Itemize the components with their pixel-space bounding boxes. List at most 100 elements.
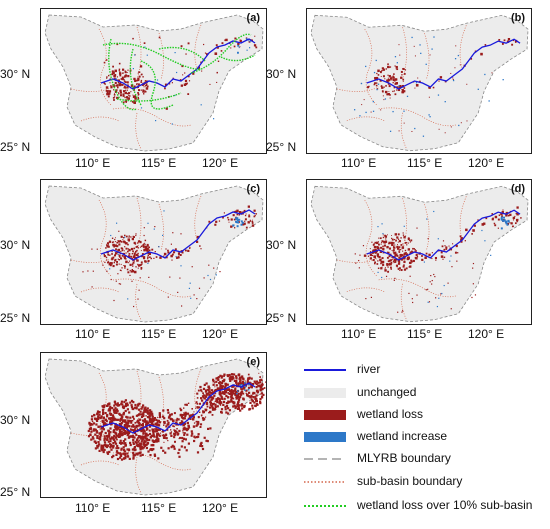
loss-east-dot-230	[242, 378, 245, 381]
loss-dot-175	[393, 251, 396, 255]
loss-river-dot-1	[366, 86, 370, 89]
loss-dot-3	[137, 72, 139, 74]
loss-dot-2	[381, 86, 384, 89]
inc-scatter-dot-8	[381, 276, 383, 279]
loss-river-dot-213	[196, 406, 199, 409]
loss-east-dot-167	[218, 398, 221, 401]
loss-dot-125	[113, 94, 116, 96]
loss-dot-148	[137, 92, 139, 94]
loss-east-dot-239	[205, 402, 209, 405]
loss-dot-149	[127, 419, 130, 422]
loss-river-dot-47	[443, 256, 446, 259]
loss-dot-160	[114, 77, 116, 80]
inc-scatter-dot-4	[163, 210, 165, 212]
loss-east-dot-110	[201, 399, 204, 402]
loss-east-dot-120	[251, 383, 254, 386]
loss-scatter-dot-29	[430, 274, 432, 277]
loss-scatter-dot-15	[91, 248, 93, 250]
loss-dot-144	[132, 451, 135, 454]
loss-dot-37	[394, 256, 396, 258]
loss-river-dot-363	[124, 442, 127, 445]
inc-scatter-dot-7	[134, 54, 136, 56]
loss-river-dot-0	[405, 253, 408, 256]
loss-mid-dot-58	[180, 409, 183, 412]
loss-dot-4	[108, 74, 110, 77]
loss-river-dot-215	[176, 428, 178, 430]
loss-dot-29	[393, 251, 395, 253]
loss-river-dot-24	[398, 256, 401, 259]
inc-scatter-dot-2	[200, 104, 202, 106]
loss-river-dot-227	[196, 403, 199, 405]
loss-river-dot-52	[174, 248, 177, 251]
loss-river-dot-5	[244, 214, 247, 217]
loss-dot-142	[98, 411, 101, 414]
loss-dot-27	[373, 83, 376, 86]
loss-dot-485	[106, 438, 109, 441]
x-tick-110-e: 110° E	[75, 501, 111, 515]
loss-east-dot-130	[232, 405, 235, 408]
loss-river-dot-218	[205, 408, 207, 411]
loss-river-dot-4	[393, 258, 397, 262]
loss-dot-351	[108, 450, 111, 453]
loss-east-dot-177	[235, 397, 238, 400]
loss-dot-161	[146, 409, 149, 413]
loss-river-dot-9	[227, 216, 229, 219]
loss-scatter-dot-22	[359, 254, 361, 256]
loss-mid-dot-0	[168, 415, 171, 418]
loss-east-dot-0	[243, 404, 246, 407]
loss-east-dot-12	[512, 219, 514, 221]
loss-mid-dot-89	[153, 440, 156, 443]
loss-mid-dot-136	[158, 412, 161, 415]
loss-east-dot-196	[221, 387, 224, 390]
loss-river-dot-56	[126, 87, 129, 89]
loss-east-dot-220	[205, 382, 208, 385]
inc-scatter-dot-5	[132, 68, 134, 70]
loss-dot-392	[108, 432, 111, 435]
inc-dot-13	[505, 222, 508, 225]
sub-basin-line-3	[378, 278, 457, 298]
loss-river-dot-15	[405, 257, 407, 259]
loss-dot-44	[139, 410, 142, 413]
loss-dot-81	[120, 235, 123, 238]
legend-label-mlyrb-boundary: MLYRB boundary	[357, 451, 451, 465]
loss-river-dot-377	[225, 394, 228, 397]
loss-scatter-dot-20	[431, 283, 433, 285]
loss-dot-396	[97, 425, 100, 428]
loss-east-dot-14	[204, 390, 208, 393]
loss-dot-214	[382, 234, 384, 236]
loss-east-dot-235	[210, 392, 213, 395]
inc-dot-7	[235, 220, 237, 223]
loss-east-dot-95	[218, 387, 221, 390]
loss-scatter-dot-42	[393, 238, 396, 241]
loss-dot-176	[113, 408, 116, 411]
loss-scatter-dot-10	[118, 283, 120, 285]
sub-basin-line-4	[424, 204, 430, 251]
loss-dot-260	[140, 437, 143, 440]
loss-dot-1	[402, 80, 404, 82]
loss-river-dot-15	[113, 85, 116, 88]
loss-river-dot-36	[188, 80, 191, 82]
loss-scatter-dot-15	[434, 275, 436, 278]
loss-mid-dot-52	[148, 420, 151, 423]
loss-dot-145	[131, 269, 133, 271]
loss-river-dot-14	[363, 254, 367, 257]
loss-river-dot-23	[382, 247, 385, 251]
loss-dot-180	[121, 249, 124, 252]
loss-east-dot-14	[251, 222, 254, 224]
loss-dot-26	[380, 85, 382, 87]
loss-mid-dot-120	[199, 442, 202, 445]
loss-dot-114	[138, 264, 140, 266]
loss-dot-84	[394, 79, 397, 81]
loss-river-dot-266	[135, 440, 137, 443]
loss-dot-176	[388, 260, 390, 262]
loss-east-dot-2	[243, 210, 246, 212]
loss-scatter-dot-33	[442, 240, 445, 242]
loss-dot-305	[112, 441, 115, 445]
loss-river-dot-167	[123, 429, 125, 432]
loss-river-dot-50	[106, 76, 108, 78]
loss-dot-248	[139, 413, 142, 416]
loss-mid-dot-68	[201, 447, 205, 451]
loss-river-dot-77	[202, 396, 205, 399]
loss-river-dot-50	[394, 259, 397, 262]
loss-dot-448	[122, 428, 125, 431]
